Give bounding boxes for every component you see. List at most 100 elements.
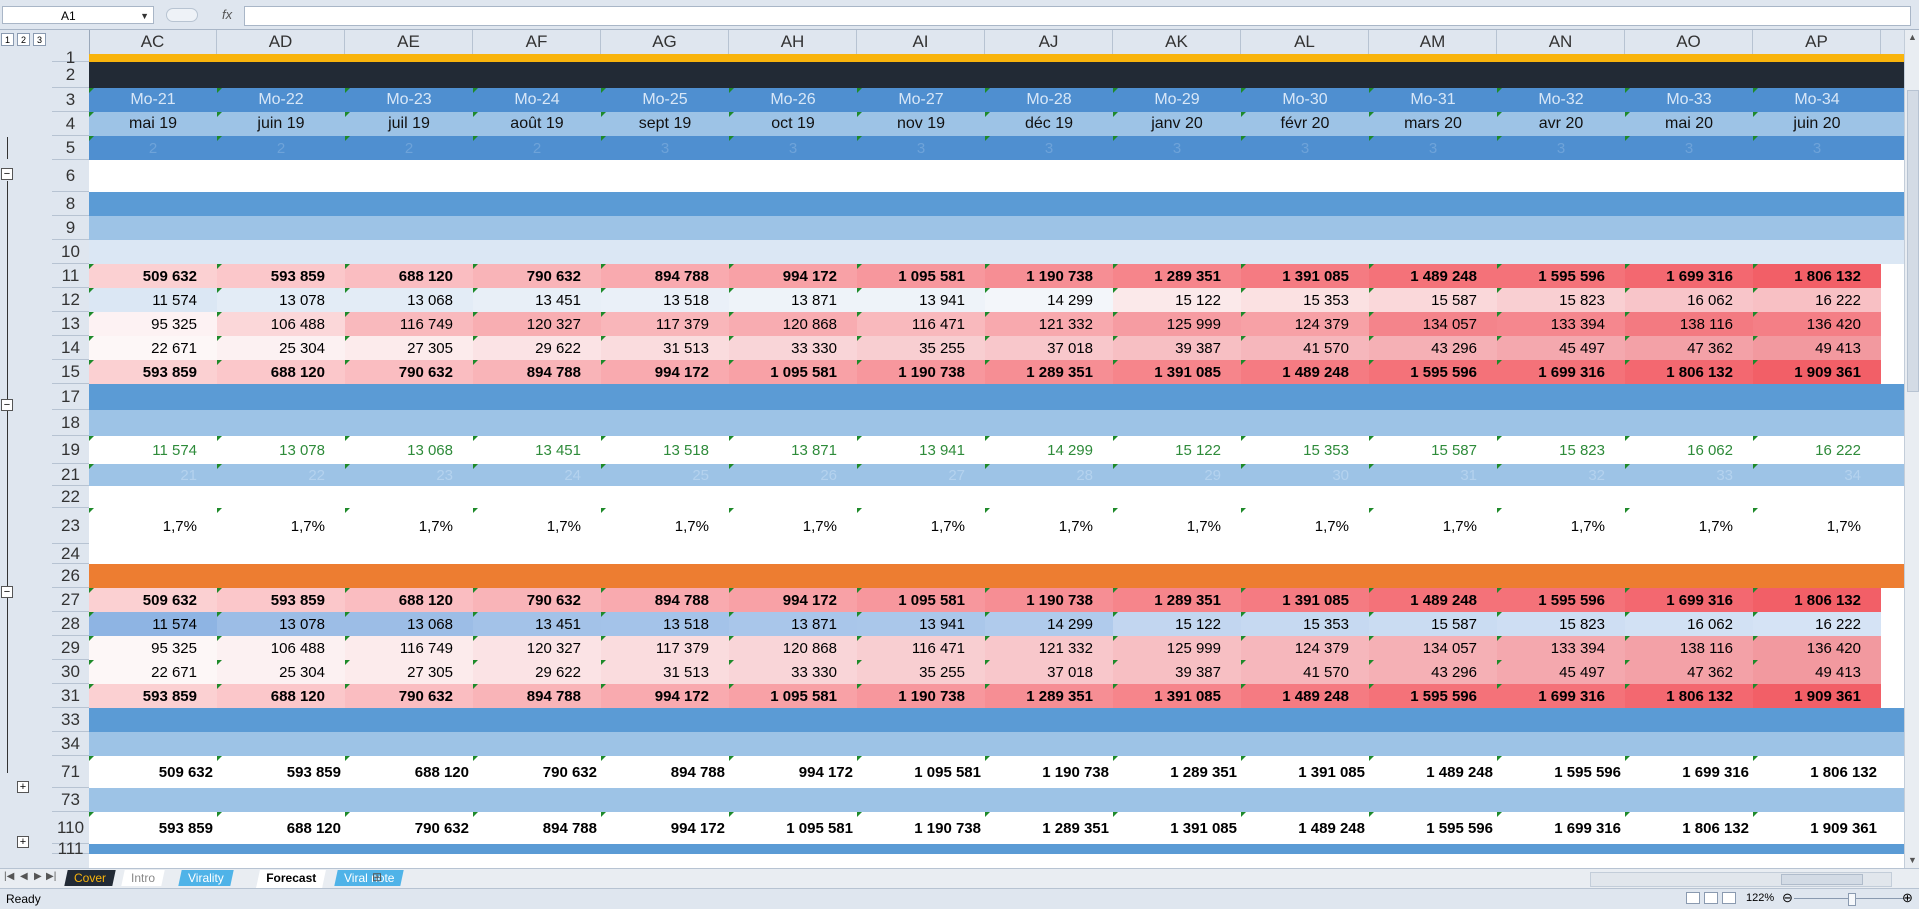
cell[interactable] <box>1113 486 1241 508</box>
cell[interactable] <box>601 544 729 564</box>
cell[interactable]: 29 622 <box>473 336 601 360</box>
cell[interactable] <box>345 216 473 240</box>
cell[interactable]: 2 <box>345 136 473 160</box>
sheet-tab[interactable]: Viral note <box>334 870 405 886</box>
cell[interactable]: juin 20 <box>1753 112 1881 136</box>
cell[interactable]: 790 632 <box>473 264 601 288</box>
cell[interactable]: 1 391 085 <box>1241 588 1369 612</box>
cell[interactable] <box>89 384 217 410</box>
cell[interactable]: 16 222 <box>1753 288 1881 312</box>
cell[interactable] <box>1369 384 1497 410</box>
cell[interactable]: 25 304 <box>217 336 345 360</box>
cell[interactable]: 13 941 <box>857 288 985 312</box>
cell[interactable] <box>985 732 1113 756</box>
cell[interactable] <box>857 486 985 508</box>
cell[interactable]: 1,7% <box>857 508 985 544</box>
cell[interactable]: 790 632 <box>473 588 601 612</box>
cell[interactable]: 120 868 <box>729 312 857 336</box>
cell[interactable]: 13 941 <box>857 612 985 636</box>
cell[interactable] <box>857 160 985 192</box>
cell[interactable] <box>601 486 729 508</box>
cell[interactable] <box>601 564 729 588</box>
collapse-group-icon[interactable]: − <box>1 399 13 411</box>
cell[interactable]: 13 871 <box>729 436 857 464</box>
cell[interactable] <box>985 54 1113 62</box>
cell[interactable] <box>601 384 729 410</box>
cell[interactable]: 13 451 <box>473 436 601 464</box>
cell[interactable]: 994 172 <box>601 812 729 844</box>
cell[interactable]: 16 062 <box>1625 436 1753 464</box>
cell[interactable] <box>217 216 345 240</box>
row-header[interactable]: 15 <box>52 360 89 384</box>
cell[interactable] <box>1625 54 1753 62</box>
cell[interactable]: 41 570 <box>1241 336 1369 360</box>
cell[interactable]: 3 <box>1497 136 1625 160</box>
collapse-group-icon[interactable]: − <box>1 168 13 180</box>
cell[interactable]: 994 172 <box>601 684 729 708</box>
row-header[interactable]: 23 <box>52 508 89 544</box>
cell[interactable] <box>1241 788 1369 812</box>
row-header[interactable]: 27 <box>52 588 89 612</box>
cell[interactable] <box>1113 844 1241 854</box>
cell[interactable]: 15 823 <box>1497 288 1625 312</box>
first-sheet-icon[interactable]: |◀ <box>4 871 15 882</box>
cell[interactable] <box>89 240 217 264</box>
row-header[interactable]: 17 <box>52 384 89 410</box>
cell[interactable] <box>1113 564 1241 588</box>
name-box[interactable]: A1 ▼ <box>2 6 154 24</box>
cell[interactable] <box>1369 160 1497 192</box>
cell[interactable] <box>1241 410 1369 436</box>
cell[interactable]: 116 749 <box>345 312 473 336</box>
cell[interactable]: 13 078 <box>217 612 345 636</box>
cell[interactable]: 3 <box>1625 136 1753 160</box>
cell[interactable]: 24 <box>473 464 601 486</box>
row-header[interactable]: 14 <box>52 336 89 360</box>
cell[interactable]: 29 622 <box>473 660 601 684</box>
cell[interactable]: 13 068 <box>345 288 473 312</box>
formula-input[interactable] <box>244 6 1911 26</box>
cell[interactable]: 15 587 <box>1369 612 1497 636</box>
outline-level-1-button[interactable]: 1 <box>1 33 14 46</box>
cell[interactable] <box>345 844 473 854</box>
cell[interactable]: 43 296 <box>1369 660 1497 684</box>
cell[interactable]: 106 488 <box>217 636 345 660</box>
cell[interactable] <box>1369 486 1497 508</box>
cell[interactable]: 15 587 <box>1369 436 1497 464</box>
cell[interactable]: 1 595 596 <box>1369 684 1497 708</box>
cell[interactable]: 41 570 <box>1241 660 1369 684</box>
cell[interactable]: 688 120 <box>345 588 473 612</box>
cell[interactable] <box>1753 544 1881 564</box>
cell[interactable]: 1,7% <box>473 508 601 544</box>
cell[interactable]: 1 391 085 <box>1113 360 1241 384</box>
cell[interactable]: Mo-26 <box>729 88 857 112</box>
cell[interactable]: 28 <box>985 464 1113 486</box>
row-header[interactable]: 3 <box>52 88 89 112</box>
column-header[interactable]: AE <box>345 30 473 54</box>
cell[interactable] <box>1497 384 1625 410</box>
row-header[interactable]: 9 <box>52 216 89 240</box>
cell[interactable] <box>1241 544 1369 564</box>
cell[interactable]: 23 <box>345 464 473 486</box>
row-header[interactable]: 1 <box>52 49 89 66</box>
cell[interactable]: 1 489 248 <box>1369 756 1497 788</box>
cell[interactable]: 30 <box>1241 464 1369 486</box>
cell[interactable]: 1,7% <box>1625 508 1753 544</box>
cell[interactable]: 31 513 <box>601 336 729 360</box>
insert-function-button[interactable]: fx <box>160 6 238 24</box>
cell[interactable]: 1 289 351 <box>985 812 1113 844</box>
cell[interactable]: 1,7% <box>1753 508 1881 544</box>
cell[interactable]: 21 <box>89 464 217 486</box>
cell[interactable] <box>89 216 217 240</box>
cell[interactable]: 13 871 <box>729 612 857 636</box>
cell[interactable] <box>857 564 985 588</box>
cell[interactable] <box>345 486 473 508</box>
row-header[interactable]: 28 <box>52 612 89 636</box>
cell[interactable]: 13 068 <box>345 612 473 636</box>
cell[interactable]: 1 095 581 <box>729 360 857 384</box>
cell[interactable]: 1 909 361 <box>1753 812 1881 844</box>
cell[interactable] <box>985 216 1113 240</box>
cell[interactable]: 1,7% <box>1113 508 1241 544</box>
cell[interactable] <box>1497 732 1625 756</box>
cell[interactable] <box>1753 564 1881 588</box>
cell[interactable]: 994 172 <box>729 588 857 612</box>
